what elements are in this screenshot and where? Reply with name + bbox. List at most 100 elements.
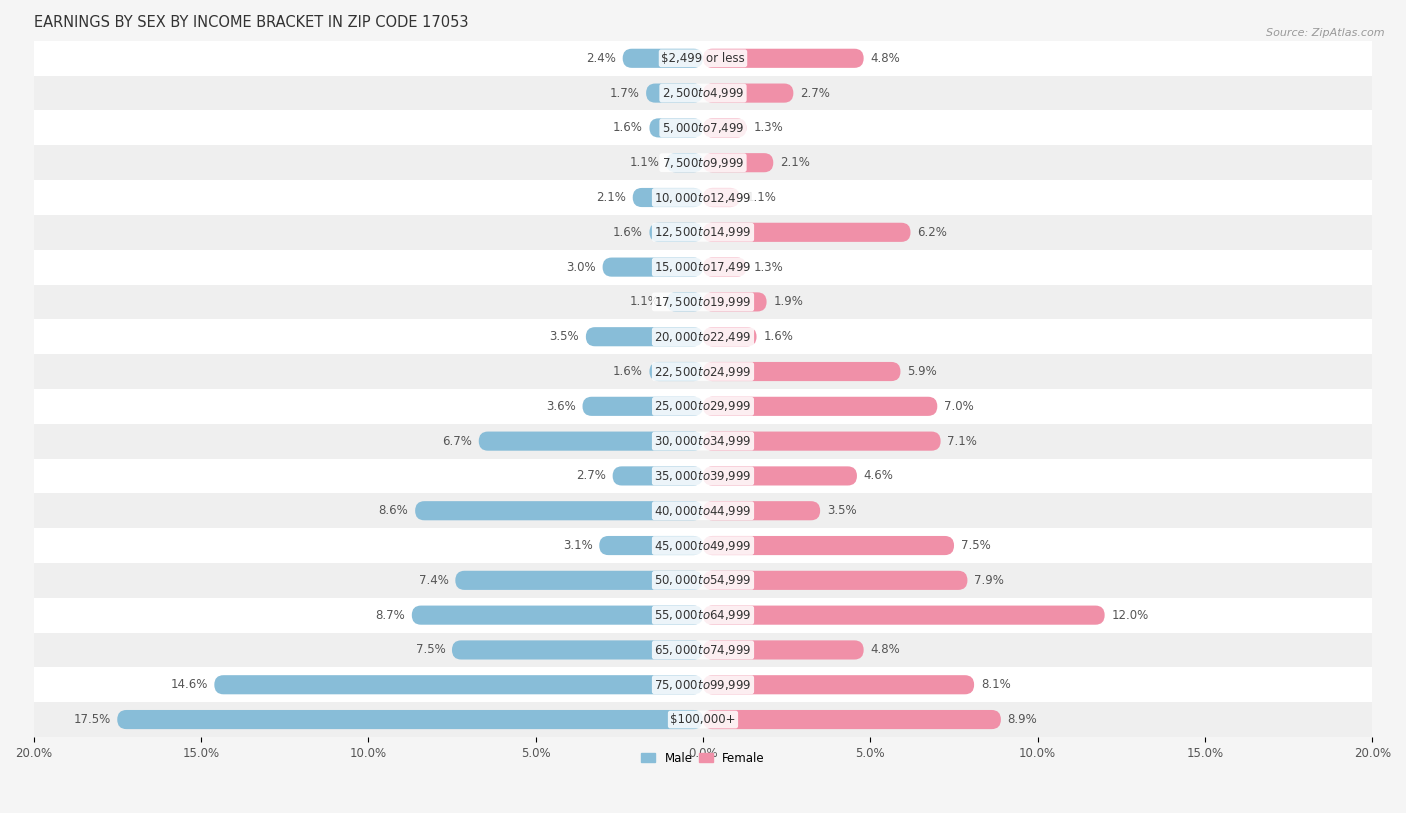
Text: 1.1%: 1.1% — [747, 191, 776, 204]
Text: 3.6%: 3.6% — [546, 400, 576, 413]
Text: 2.7%: 2.7% — [800, 87, 830, 100]
Text: $65,000 to $74,999: $65,000 to $74,999 — [654, 643, 752, 657]
Text: $75,000 to $99,999: $75,000 to $99,999 — [654, 678, 752, 692]
Text: 3.5%: 3.5% — [827, 504, 856, 517]
Text: 6.2%: 6.2% — [917, 226, 948, 239]
FancyBboxPatch shape — [603, 258, 703, 276]
Text: 1.3%: 1.3% — [754, 261, 783, 274]
Text: 8.7%: 8.7% — [375, 609, 405, 622]
Text: $55,000 to $64,999: $55,000 to $64,999 — [654, 608, 752, 622]
Text: 3.0%: 3.0% — [567, 261, 596, 274]
Text: 2.1%: 2.1% — [780, 156, 810, 169]
Text: $10,000 to $12,499: $10,000 to $12,499 — [654, 190, 752, 205]
Text: $17,500 to $19,999: $17,500 to $19,999 — [654, 295, 752, 309]
FancyBboxPatch shape — [633, 188, 703, 207]
FancyBboxPatch shape — [703, 327, 756, 346]
FancyBboxPatch shape — [703, 119, 747, 137]
Text: 1.1%: 1.1% — [630, 295, 659, 308]
Text: $7,500 to $9,999: $7,500 to $9,999 — [662, 156, 744, 170]
Text: $20,000 to $22,499: $20,000 to $22,499 — [654, 330, 752, 344]
Bar — [34, 389, 1372, 424]
FancyBboxPatch shape — [412, 606, 703, 624]
Text: 17.5%: 17.5% — [73, 713, 111, 726]
FancyBboxPatch shape — [703, 362, 900, 381]
Text: 3.5%: 3.5% — [550, 330, 579, 343]
FancyBboxPatch shape — [703, 84, 793, 102]
Text: $15,000 to $17,499: $15,000 to $17,499 — [654, 260, 752, 274]
FancyBboxPatch shape — [703, 188, 740, 207]
Bar — [34, 285, 1372, 320]
Text: 1.6%: 1.6% — [613, 121, 643, 134]
FancyBboxPatch shape — [623, 49, 703, 67]
FancyBboxPatch shape — [703, 536, 955, 555]
Text: 1.6%: 1.6% — [613, 365, 643, 378]
FancyBboxPatch shape — [703, 397, 938, 416]
Text: 8.6%: 8.6% — [378, 504, 409, 517]
Text: 4.8%: 4.8% — [870, 52, 900, 65]
FancyBboxPatch shape — [650, 362, 703, 381]
Bar — [34, 598, 1372, 633]
FancyBboxPatch shape — [703, 501, 820, 520]
FancyBboxPatch shape — [666, 153, 703, 172]
Bar — [34, 354, 1372, 389]
FancyBboxPatch shape — [703, 710, 1001, 729]
Text: 7.5%: 7.5% — [960, 539, 990, 552]
Text: $2,499 or less: $2,499 or less — [661, 52, 745, 65]
Text: 1.1%: 1.1% — [630, 156, 659, 169]
Text: 14.6%: 14.6% — [170, 678, 208, 691]
Text: 2.7%: 2.7% — [576, 469, 606, 482]
Bar — [34, 215, 1372, 250]
FancyBboxPatch shape — [456, 571, 703, 590]
Text: $2,500 to $4,999: $2,500 to $4,999 — [662, 86, 744, 100]
Bar — [34, 111, 1372, 146]
Text: 5.9%: 5.9% — [907, 365, 936, 378]
Text: $50,000 to $54,999: $50,000 to $54,999 — [654, 573, 752, 587]
FancyBboxPatch shape — [117, 710, 703, 729]
FancyBboxPatch shape — [703, 258, 747, 276]
Text: 6.7%: 6.7% — [441, 435, 472, 448]
FancyBboxPatch shape — [613, 467, 703, 485]
Text: 1.7%: 1.7% — [610, 87, 640, 100]
Bar — [34, 146, 1372, 180]
Bar — [34, 320, 1372, 354]
Text: 2.1%: 2.1% — [596, 191, 626, 204]
FancyBboxPatch shape — [647, 84, 703, 102]
Bar — [34, 702, 1372, 737]
FancyBboxPatch shape — [703, 606, 1105, 624]
Text: EARNINGS BY SEX BY INCOME BRACKET IN ZIP CODE 17053: EARNINGS BY SEX BY INCOME BRACKET IN ZIP… — [34, 15, 468, 30]
Bar — [34, 528, 1372, 563]
FancyBboxPatch shape — [650, 223, 703, 242]
Text: 1.3%: 1.3% — [754, 121, 783, 134]
FancyBboxPatch shape — [703, 49, 863, 67]
FancyBboxPatch shape — [703, 675, 974, 694]
FancyBboxPatch shape — [451, 641, 703, 659]
Text: $25,000 to $29,999: $25,000 to $29,999 — [654, 399, 752, 413]
Text: $12,500 to $14,999: $12,500 to $14,999 — [654, 225, 752, 239]
Text: 1.6%: 1.6% — [763, 330, 793, 343]
Text: 12.0%: 12.0% — [1111, 609, 1149, 622]
Text: 7.0%: 7.0% — [943, 400, 974, 413]
Bar — [34, 250, 1372, 285]
FancyBboxPatch shape — [703, 153, 773, 172]
Bar — [34, 667, 1372, 702]
FancyBboxPatch shape — [478, 432, 703, 450]
FancyBboxPatch shape — [582, 397, 703, 416]
FancyBboxPatch shape — [703, 293, 766, 311]
Text: 1.6%: 1.6% — [613, 226, 643, 239]
Bar — [34, 424, 1372, 459]
FancyBboxPatch shape — [703, 467, 858, 485]
Bar — [34, 41, 1372, 76]
FancyBboxPatch shape — [703, 223, 911, 242]
Bar — [34, 633, 1372, 667]
Bar — [34, 459, 1372, 493]
Text: 7.1%: 7.1% — [948, 435, 977, 448]
FancyBboxPatch shape — [666, 293, 703, 311]
Text: Source: ZipAtlas.com: Source: ZipAtlas.com — [1267, 28, 1385, 38]
FancyBboxPatch shape — [415, 501, 703, 520]
FancyBboxPatch shape — [703, 571, 967, 590]
Text: $5,000 to $7,499: $5,000 to $7,499 — [662, 121, 744, 135]
Bar — [34, 180, 1372, 215]
Bar — [34, 76, 1372, 111]
FancyBboxPatch shape — [703, 641, 863, 659]
Text: $100,000+: $100,000+ — [671, 713, 735, 726]
